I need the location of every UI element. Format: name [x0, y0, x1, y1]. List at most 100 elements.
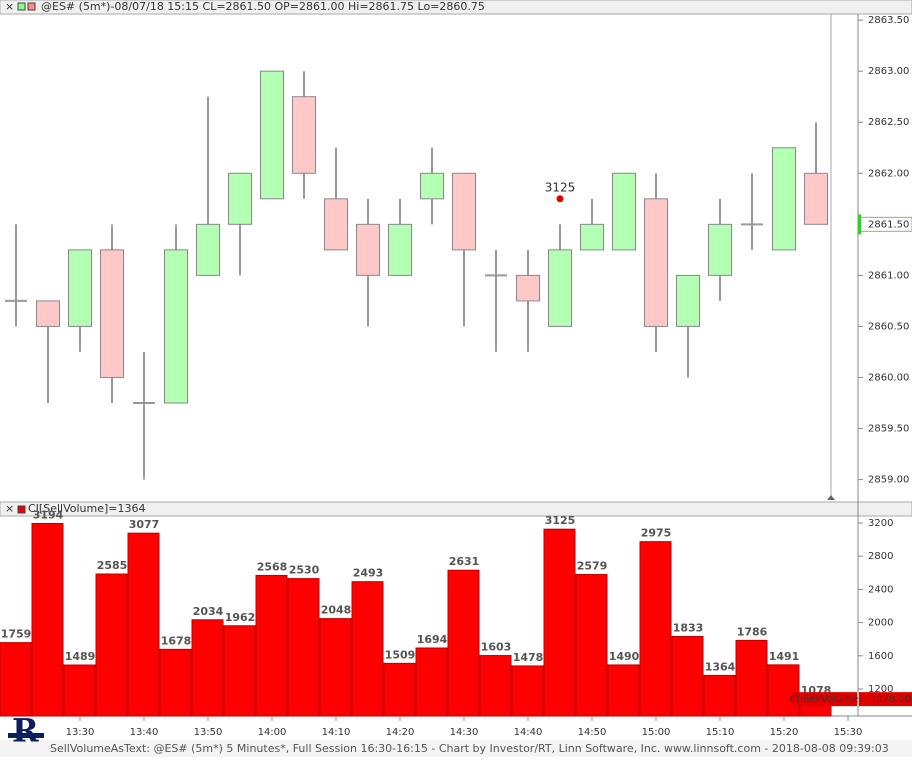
bar	[255, 574, 288, 717]
bar	[735, 639, 768, 717]
bar-value-label: 1962	[225, 611, 256, 624]
candle-body	[68, 249, 92, 327]
last-value-box	[859, 692, 912, 707]
last-price-label: 2861.50	[868, 219, 909, 230]
logo-bar	[8, 733, 44, 738]
x-tick-label: 14:40	[514, 727, 543, 738]
x-tick-label: 14:00	[258, 727, 287, 738]
y-tick-label: 2862.50	[868, 117, 909, 128]
close-icon[interactable]: ×	[5, 502, 14, 515]
bar	[31, 522, 64, 717]
x-tick-label: 14:10	[322, 727, 351, 738]
cursor-marker	[827, 495, 835, 500]
bar-value-label: 1364	[705, 660, 736, 673]
bar-value-label: 2034	[193, 605, 224, 618]
bar	[671, 635, 704, 717]
footer: SellVolumeAsText: @ES# (5m*) 5 Minutes*,…	[50, 742, 889, 755]
bar	[511, 665, 544, 717]
y-tick-label: 2859.50	[868, 424, 909, 435]
bar	[383, 662, 416, 717]
candle-body	[196, 223, 220, 276]
bar	[479, 655, 512, 717]
bar	[351, 581, 384, 717]
y-tick-label: 1600	[868, 651, 893, 662]
candle-body	[644, 198, 668, 327]
x-tick-label: 13:30	[66, 727, 95, 738]
bar-value-label: 2631	[449, 555, 480, 568]
candle-body	[772, 147, 796, 251]
bar	[95, 573, 128, 717]
bar-value-label: 3194	[33, 508, 64, 521]
bar-value-label: 2975	[641, 527, 672, 540]
bar-value-label: 1490	[609, 650, 640, 663]
bar-value-label: 2530	[289, 564, 320, 577]
close-icon[interactable]: ×	[5, 0, 14, 13]
bar-value-label: 1491	[769, 650, 800, 663]
y-tick-label: 2000	[868, 618, 893, 629]
bar-value-label: 1786	[737, 625, 768, 638]
bar-value-label: 1694	[417, 633, 448, 646]
x-tick-label: 14:50	[578, 727, 607, 738]
bar-value-label: 1759	[1, 628, 32, 641]
bar-value-label: 3125	[545, 514, 576, 527]
bar-value-label: 2568	[257, 560, 288, 573]
y-tick-label: 2800	[868, 551, 893, 562]
y-tick-label: 1200	[868, 684, 893, 695]
x-tick-label: 15:20	[770, 727, 799, 738]
header-bar	[0, 0, 912, 15]
icon[interactable]	[17, 2, 26, 11]
bar	[767, 664, 800, 717]
x-tick-label: 13:40	[130, 727, 159, 738]
candle-body	[260, 70, 284, 200]
bar-value-label: 2579	[577, 560, 608, 573]
series-name: CI:SellVolume	[790, 694, 859, 705]
bar	[127, 532, 160, 717]
candle-body	[580, 223, 604, 251]
candle-body	[356, 223, 380, 276]
icon[interactable]	[17, 505, 26, 514]
x-tick-label: 15:10	[706, 727, 735, 738]
bar-value-label: 2493	[353, 567, 384, 580]
y-tick-label: 2863.00	[868, 66, 909, 77]
candle-body	[612, 172, 636, 251]
bar	[639, 541, 672, 717]
candle-body	[804, 172, 828, 225]
bar	[543, 528, 576, 717]
bar-value-label: 3077	[129, 518, 160, 531]
icon[interactable]	[27, 2, 36, 11]
candle-body	[420, 172, 444, 200]
bar-value-label: 2048	[321, 604, 352, 617]
x-tick-label: 14:30	[450, 727, 479, 738]
series-name-box	[791, 692, 857, 707]
y-tick-label: 2863.50	[868, 15, 909, 26]
x-tick-label: 15:30	[834, 727, 863, 738]
candle-body	[228, 172, 252, 225]
bar	[63, 664, 96, 717]
bar	[159, 648, 192, 717]
y-tick-label: 2859.00	[868, 475, 909, 486]
bar-value-label: 1478	[513, 651, 544, 664]
bar	[575, 574, 608, 717]
bar-value-label: 1678	[161, 634, 192, 647]
marker-label: 3125	[545, 180, 576, 194]
bar	[703, 674, 736, 717]
y-tick-label: 2400	[868, 584, 893, 595]
bar-value-label: 1509	[385, 648, 416, 661]
candle-body	[164, 249, 188, 404]
candle-body	[292, 96, 316, 174]
candle-body	[548, 249, 572, 327]
candle-body	[324, 198, 348, 251]
candle-body	[100, 249, 124, 378]
candle-body	[36, 300, 60, 327]
candle-body	[388, 223, 412, 276]
bar	[191, 619, 224, 717]
bar-value-label: 2585	[97, 559, 128, 572]
bar-value-label: 1489	[65, 650, 96, 663]
bar	[607, 664, 640, 717]
candle-body	[516, 274, 540, 302]
logo-letter: R	[12, 712, 39, 750]
bar	[0, 642, 32, 717]
x-tick-label: 15:00	[642, 727, 671, 738]
